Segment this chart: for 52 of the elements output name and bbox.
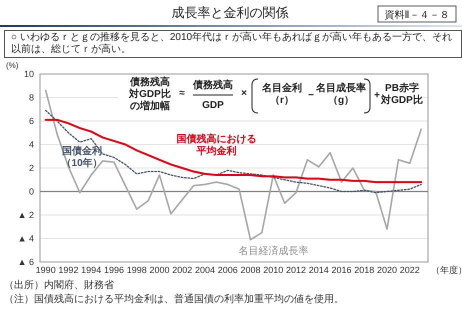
x-tick-label: 2020	[377, 265, 398, 275]
y-tick-label: ▲ 4	[18, 234, 34, 244]
x-tick-label: 2018	[354, 265, 374, 275]
annotation: ×	[241, 88, 248, 99]
y-tick-label: 4	[28, 140, 34, 150]
x-tick-label: 2002	[172, 265, 192, 275]
series-label: 国債残高における平均金利	[175, 134, 258, 158]
text: （注）国債残高における平均金利は、普通国債の利率加重平均の値を使用。	[4, 293, 344, 305]
y-tick-label: ▲ 6	[18, 257, 34, 267]
x-tick-label: 2022	[400, 265, 420, 275]
y-tick-label: 8	[28, 92, 34, 102]
x-tick-label: 1992	[58, 265, 78, 275]
y-tick-label: ▲ 2	[18, 210, 34, 220]
x-tick-label: 1998	[126, 265, 147, 275]
annotation: （r）	[270, 95, 294, 106]
annotation: の増加幅	[130, 100, 170, 112]
x-tick-label: 2010	[263, 265, 284, 275]
x-tick-label: 2006	[218, 265, 238, 275]
x-tick-label: 2004	[194, 265, 215, 275]
x-tick-label: 2014	[308, 265, 329, 275]
y-axis-title: (%)	[6, 61, 19, 70]
annotation: 債務残高	[129, 76, 170, 88]
annotation: PB赤字	[385, 82, 419, 94]
annotation: 対GDP比	[128, 88, 171, 100]
y-tick-label: 2	[28, 163, 34, 173]
annotation: （g）	[328, 95, 354, 106]
x-tick-label: 1996	[104, 265, 124, 275]
x-axis-title: （年度）	[431, 265, 462, 275]
chart-title: 成長率と金利の関係	[172, 5, 288, 20]
line-series	[45, 110, 422, 194]
x-tick-label: 2012	[286, 265, 306, 275]
text: 資料Ⅱ－４－８	[384, 9, 450, 21]
annotation: 対GDP比	[380, 94, 423, 106]
y-tick-label: 0	[28, 186, 34, 196]
series-label: 名目経済成長率	[237, 246, 310, 258]
line-series	[44, 118, 422, 184]
annotation: 名目成長率	[315, 82, 366, 94]
y-tick-label: 10	[24, 69, 34, 79]
annotation: ≈	[179, 88, 186, 99]
x-tick-label: 2016	[332, 265, 352, 275]
annotation: 債務残高	[192, 79, 233, 91]
x-tick-label: 1990	[36, 265, 56, 275]
annotation: GDP	[202, 100, 224, 111]
annotation: +	[374, 90, 380, 101]
x-tick-label: 2000	[149, 265, 170, 275]
x-tick-label: 2008	[240, 265, 261, 275]
chart-subtitle: ○ いわゆるｒとｇの推移を見ると、2010年代はｒが高い年もあればｇが高い年もある一方で、それ以前は、総じてｒが高い。	[4, 30, 462, 58]
annotation: −	[308, 90, 314, 101]
x-tick-label: 1994	[81, 265, 102, 275]
y-tick-label: 6	[28, 116, 34, 126]
annotation: 名目金利	[261, 82, 302, 94]
text: （出所）内閣府、財務省	[4, 279, 114, 291]
